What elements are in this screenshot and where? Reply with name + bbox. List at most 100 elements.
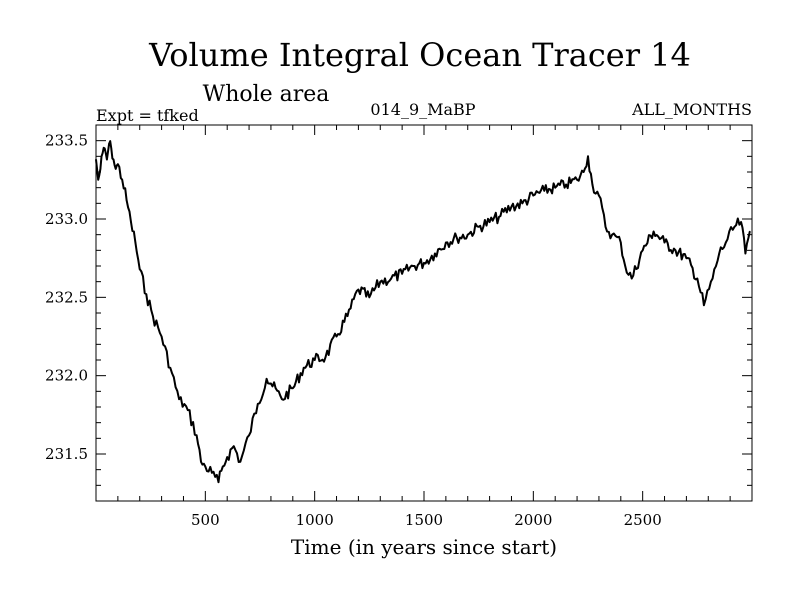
data-point bbox=[711, 277, 714, 280]
data-point bbox=[604, 226, 607, 228]
data-point bbox=[725, 241, 727, 244]
data-point bbox=[112, 158, 115, 161]
data-point bbox=[233, 445, 235, 448]
x-axis-label: Time (in years since start) bbox=[291, 535, 557, 559]
data-point bbox=[591, 183, 594, 186]
data-point bbox=[134, 241, 137, 244]
data-point bbox=[576, 179, 578, 181]
experiment-label: Expt = tfked bbox=[96, 106, 199, 125]
run-label: 014_9_MaBP bbox=[370, 100, 475, 119]
chart-title: Volume Integral Ocean Tracer 14 bbox=[148, 36, 691, 74]
axis-ticks bbox=[96, 125, 752, 501]
data-point bbox=[434, 252, 436, 255]
data-point bbox=[248, 434, 250, 437]
data-point bbox=[313, 359, 316, 361]
data-point bbox=[95, 158, 97, 161]
data-point bbox=[200, 461, 202, 463]
data-point bbox=[703, 304, 705, 307]
data-point bbox=[187, 409, 189, 411]
data-point bbox=[445, 241, 447, 244]
x-tick-label: 1000 bbox=[296, 511, 334, 529]
data-point bbox=[226, 456, 228, 458]
data-point bbox=[582, 171, 585, 173]
data-point bbox=[160, 335, 163, 338]
y-tick-label: 233.5 bbox=[45, 132, 88, 150]
data-point bbox=[488, 221, 491, 223]
data-point bbox=[138, 268, 141, 270]
data-point bbox=[346, 315, 349, 317]
data-point bbox=[114, 168, 117, 170]
x-tick-label: 2500 bbox=[624, 511, 662, 529]
data-point bbox=[620, 241, 622, 244]
data-point bbox=[749, 230, 751, 233]
chart-subtitle: Whole area bbox=[203, 82, 330, 107]
data-point bbox=[281, 398, 283, 401]
data-point bbox=[103, 147, 106, 150]
data-point bbox=[292, 387, 294, 390]
data-point bbox=[257, 403, 259, 405]
data-point bbox=[239, 461, 242, 463]
data-points bbox=[95, 143, 751, 484]
data-point bbox=[108, 143, 110, 145]
data-point bbox=[178, 398, 180, 401]
data-point bbox=[744, 252, 747, 255]
data-point bbox=[106, 158, 108, 161]
data-point bbox=[217, 481, 220, 484]
data-point bbox=[401, 273, 403, 275]
data-point bbox=[733, 226, 736, 228]
data-point bbox=[543, 190, 546, 192]
data-point bbox=[510, 205, 513, 208]
data-point bbox=[265, 378, 268, 380]
data-point bbox=[357, 288, 360, 291]
data-point bbox=[624, 265, 626, 267]
plot-frame bbox=[95, 124, 753, 502]
data-point bbox=[685, 257, 688, 260]
data-point bbox=[110, 147, 113, 150]
data-point bbox=[652, 230, 655, 233]
data-point bbox=[423, 262, 425, 264]
data-point bbox=[554, 186, 556, 189]
data-point bbox=[97, 179, 99, 181]
data-point bbox=[222, 465, 224, 468]
data-point bbox=[390, 277, 393, 280]
data-point bbox=[718, 252, 720, 255]
y-tick-label: 233.0 bbox=[45, 210, 88, 228]
data-point bbox=[211, 472, 213, 474]
data-point bbox=[663, 241, 666, 244]
data-point bbox=[521, 202, 524, 205]
data-point bbox=[324, 356, 327, 358]
x-tick-label: 500 bbox=[191, 511, 220, 529]
data-point bbox=[152, 315, 154, 317]
data-point bbox=[117, 163, 119, 165]
data-point bbox=[598, 194, 600, 197]
data-point bbox=[477, 226, 480, 228]
data-point bbox=[587, 155, 589, 158]
data-point bbox=[641, 249, 644, 252]
x-tick-label: 2000 bbox=[514, 511, 552, 529]
data-point bbox=[466, 233, 469, 236]
data-point bbox=[145, 293, 148, 296]
data-point bbox=[368, 296, 371, 299]
data-point bbox=[335, 335, 338, 338]
data-point bbox=[740, 221, 742, 223]
data-point bbox=[674, 249, 677, 252]
data-point bbox=[101, 152, 104, 154]
data-point bbox=[696, 277, 699, 280]
data-point bbox=[204, 465, 207, 468]
data-point bbox=[412, 265, 414, 267]
x-tick-label: 1500 bbox=[405, 511, 443, 529]
data-series-line bbox=[95, 140, 751, 484]
data-point bbox=[379, 280, 382, 283]
data-point bbox=[99, 168, 102, 170]
months-label: ALL_MONTHS bbox=[631, 100, 752, 119]
data-point bbox=[169, 367, 172, 369]
data-point bbox=[125, 199, 128, 201]
data-point bbox=[456, 237, 458, 239]
data-point bbox=[121, 179, 123, 181]
data-point bbox=[565, 183, 567, 186]
y-tick-label: 232.0 bbox=[45, 367, 88, 385]
data-point bbox=[630, 277, 633, 280]
data-point bbox=[195, 434, 198, 437]
